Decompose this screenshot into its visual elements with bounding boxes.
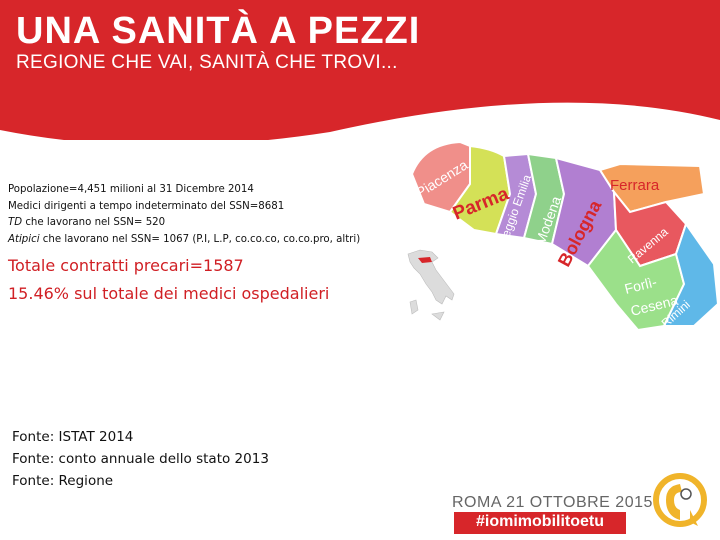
hashtag-banner: #iomimobilitoetu	[454, 512, 626, 534]
italy-locator-map	[402, 244, 458, 330]
event-date: ROMA 21 OTTOBRE 2015	[452, 494, 653, 511]
province-label-ferrara: Ferrara	[610, 177, 660, 194]
page-subtitle: REGIONE CHE VAI, SANITÀ CHE TROVI...	[16, 52, 398, 73]
statistics-block: Popolazione=4,451 milioni al 31 Dicembre…	[8, 182, 408, 248]
page-title: UNA SANITÀ A PEZZI	[16, 10, 421, 52]
source-item: Fonte: Regione	[12, 473, 114, 489]
td-label: TD	[8, 217, 23, 228]
td-value: che lavorano nel SSN= 520	[22, 217, 166, 228]
atypical-value: che lavorano nel SSN= 1067 (P.I, L.P, co…	[39, 233, 361, 245]
province-label-forli: Forlì-	[623, 273, 659, 297]
atypical-label: Atipici	[8, 233, 40, 245]
td-line: TD che lavorano nel SSN= 520	[8, 215, 408, 232]
total-precarious-contracts: Totale contratti precari=1587	[8, 256, 244, 275]
header-banner	[0, 0, 720, 92]
hashtag-label: #iomimobilitoetu	[476, 513, 604, 530]
precarious-percentage: 15.46% sul totale dei medici ospedalieri	[8, 284, 330, 303]
campaign-logo-icon	[653, 473, 707, 527]
header-swoosh	[0, 92, 720, 140]
source-item: Fonte: conto annuale dello stato 2013	[12, 451, 269, 467]
population-line: Popolazione=4,451 milioni al 31 Dicembre…	[8, 184, 254, 195]
atypical-line: Atipici che lavorano nel SSN= 1067 (P.I,…	[8, 232, 408, 249]
emilia-romagna-map: Piacenza Parma Reggio Emilia Modena Bolo…	[410, 140, 720, 332]
sources-block: Fonte: ISTAT 2014 Fonte: conto annuale d…	[12, 426, 269, 492]
source-item: Fonte: ISTAT 2014	[12, 429, 134, 445]
permanent-doctors-line: Medici dirigenti a tempo indeterminato d…	[8, 200, 285, 212]
